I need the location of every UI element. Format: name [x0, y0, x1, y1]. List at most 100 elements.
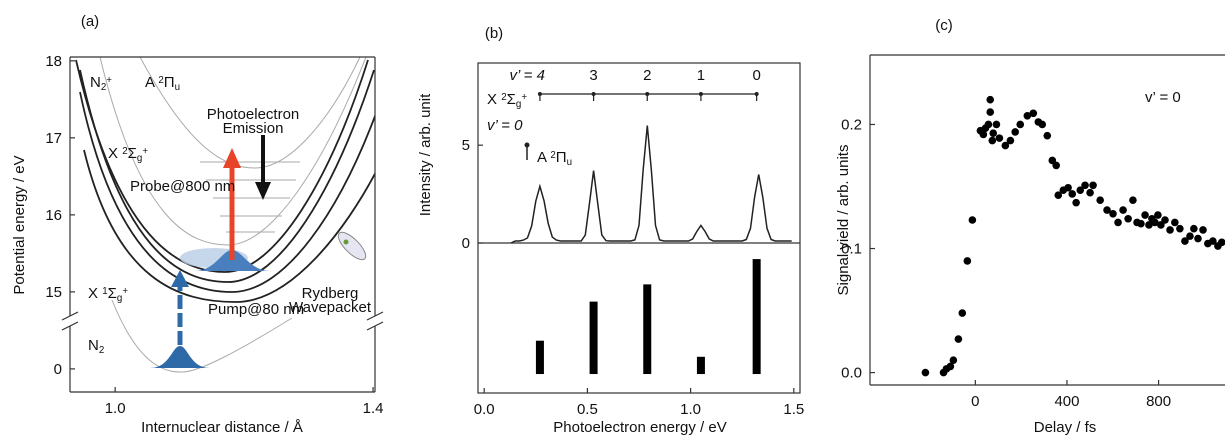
- data-point: [1199, 226, 1207, 234]
- data-point: [958, 309, 967, 317]
- data-point: [1171, 218, 1179, 227]
- data-point: [992, 120, 1001, 129]
- y-tick-label: 16: [45, 207, 62, 224]
- annotation: Photoelectron: [207, 106, 300, 123]
- data-point: [1194, 234, 1202, 243]
- data-point: [1068, 190, 1077, 198]
- annotation-part: 1: [102, 286, 107, 297]
- data-point: [1124, 214, 1132, 223]
- annotation-part: A: [537, 149, 550, 166]
- data-point: [1209, 237, 1217, 245]
- stick: [643, 284, 652, 375]
- annotation-part: 2: [501, 92, 506, 103]
- annotation-part: N: [90, 74, 101, 91]
- annotation-part: Rydberg: [302, 285, 359, 302]
- x-tick-label: 1.4: [363, 400, 384, 417]
- x-axis-title: Delay / fs: [1034, 419, 1097, 436]
- annotation-part: g: [117, 293, 122, 304]
- data-point: [1137, 219, 1145, 228]
- data-point: [1006, 136, 1015, 145]
- data-point: [986, 108, 995, 116]
- data-point: [986, 95, 995, 104]
- annotation-part: +: [142, 146, 148, 157]
- annotation-part: A: [145, 74, 158, 91]
- stick: [589, 301, 598, 375]
- y-tick-label: 15: [45, 284, 62, 301]
- annotation: Emission: [223, 120, 284, 137]
- data-point: [995, 134, 1004, 142]
- data-point: [1109, 209, 1117, 218]
- data-point: [1129, 196, 1137, 204]
- annotation: A 2Πu: [537, 149, 572, 168]
- data-point: [1072, 198, 1080, 207]
- a-state-marker: [524, 142, 530, 160]
- annotation: N2+: [90, 74, 112, 93]
- data-point: [1190, 224, 1198, 233]
- level-label: v’ = 4: [509, 67, 544, 84]
- x-tick-label: 1.0: [105, 400, 126, 417]
- data-point: [1166, 226, 1174, 234]
- data-point: [1076, 186, 1085, 195]
- x-tick-label: 1.5: [783, 401, 804, 418]
- y-tick-label: 0.0: [841, 365, 862, 382]
- annotation: Wavepacket: [289, 299, 372, 316]
- panel-label: (a): [81, 13, 99, 30]
- data-point: [979, 130, 988, 139]
- data-point: [1141, 211, 1149, 219]
- data-point: [1161, 216, 1169, 224]
- x-axis-title: Photoelectron energy / eV: [553, 419, 726, 436]
- data-point: [1054, 191, 1063, 199]
- spectrum-line: [510, 125, 792, 244]
- level-dot: [591, 92, 596, 96]
- annotation-part: Π: [164, 74, 175, 91]
- data-point: [1001, 141, 1010, 150]
- annotation-part: Probe@800 nm: [130, 178, 235, 195]
- annotation: v’ = 0: [1145, 89, 1181, 106]
- data-point: [1217, 238, 1225, 247]
- annotation-part: +: [122, 286, 128, 297]
- stick: [535, 340, 544, 375]
- data-point: [1011, 128, 1020, 136]
- data-point: [1103, 206, 1111, 214]
- data-point: [949, 356, 958, 364]
- annotation: Rydberg: [302, 285, 359, 302]
- annotation-part: Photoelectron: [207, 106, 300, 123]
- annotation-part: Σ: [108, 285, 117, 302]
- annotation-part: u: [175, 82, 180, 93]
- data-point: [1145, 221, 1153, 229]
- y-tick-label: 18: [45, 53, 62, 70]
- annotation-part: 2: [101, 82, 106, 93]
- level-dot: [698, 92, 703, 96]
- stick: [696, 356, 705, 375]
- x-tick-label: 400: [1054, 393, 1079, 410]
- annotation-part: X: [487, 91, 501, 108]
- annotation: Pump@80 nm: [208, 301, 304, 318]
- data-point: [1064, 183, 1072, 192]
- data-point: [963, 257, 972, 265]
- annotation-part: +: [106, 75, 112, 86]
- axes-frame: [61, 54, 1225, 394]
- x-tick-label: 800: [1146, 393, 1171, 410]
- data-point: [1089, 181, 1097, 190]
- annotation-part: X: [108, 145, 122, 162]
- y-tick-label: 0: [54, 361, 62, 378]
- data-point: [946, 362, 955, 371]
- level-label: 2: [643, 67, 651, 84]
- data-point: [1114, 218, 1122, 227]
- x-tick-label: 0.0: [474, 401, 495, 418]
- data-point: [1151, 218, 1159, 227]
- x-tick-label: 0: [971, 393, 979, 410]
- data-point: [1023, 111, 1032, 120]
- annotation-part: Emission: [223, 120, 284, 137]
- stick: [752, 259, 761, 375]
- data-point: [1154, 211, 1162, 219]
- data-point: [1186, 232, 1194, 240]
- data-point: [1181, 237, 1189, 245]
- annotation-part: Σ: [128, 145, 137, 162]
- data-point: [984, 120, 993, 129]
- y-tick-label: 0.1: [841, 241, 862, 258]
- annotation-part: Π: [556, 149, 567, 166]
- annotation-part: Wavepacket: [289, 299, 372, 316]
- x-tick-label: 0.5: [577, 401, 598, 418]
